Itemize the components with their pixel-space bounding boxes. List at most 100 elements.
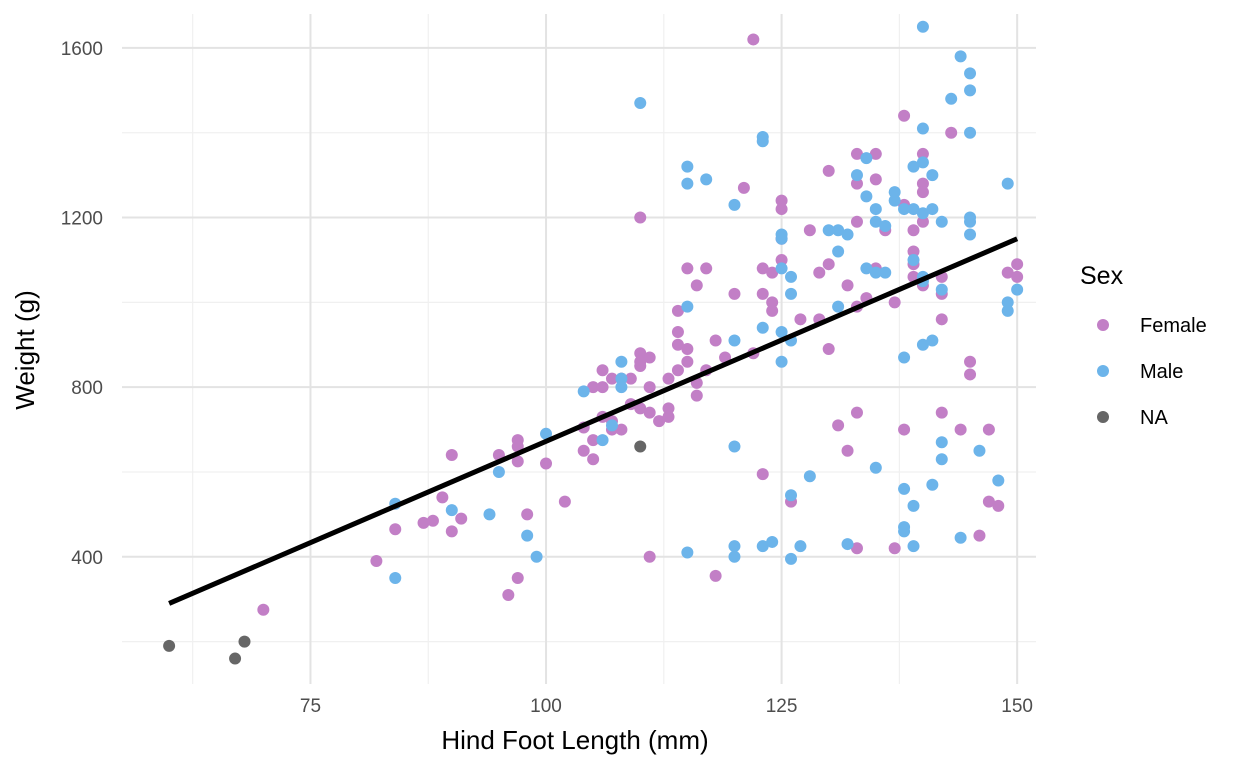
point-female [907,245,920,258]
point-female [832,419,845,432]
legend-swatch-na [1097,411,1109,423]
point-female [690,389,703,402]
point-male [832,300,845,313]
point-female [775,203,788,216]
point-female [992,499,1005,512]
point-female [643,381,656,394]
point-female [775,194,788,207]
point-male [869,203,882,216]
point-male [756,135,769,148]
point-male [775,262,788,275]
point-male [540,427,553,440]
point-female [587,434,600,447]
point-male [907,499,920,512]
point-female [634,347,647,360]
point-female [417,516,430,529]
point-male [389,571,402,584]
data-points [163,20,1024,665]
point-female [916,215,929,228]
point-male [521,529,534,542]
point-female [907,224,920,237]
legend-item-male: Male [1097,361,1183,383]
x-axis-title: Hind Foot Length (mm) [441,725,708,755]
point-male [964,84,977,97]
point-female [803,224,816,237]
y-tick-label: 1600 [61,39,103,60]
point-female [455,512,468,525]
point-female [822,258,835,271]
y-axis-title: Weight (g) [10,290,40,409]
point-female [756,287,769,300]
point-female [540,457,553,470]
point-male [700,173,713,186]
legend-swatch-male [1097,365,1109,377]
point-female [662,372,675,385]
point-female [869,173,882,186]
point-female [671,304,684,317]
point-female [756,468,769,481]
point-male [492,465,505,478]
point-female [973,529,986,542]
point-female [869,147,882,160]
point-female [935,406,948,419]
point-male [775,355,788,368]
point-male [615,355,628,368]
point-male [483,508,496,521]
point-male [605,419,618,432]
point-male [841,228,854,241]
point-male [869,266,882,279]
point-male [907,203,920,216]
point-female [794,313,807,326]
point-female [850,147,863,160]
point-female [502,588,515,601]
legend-swatch-female [1097,319,1109,331]
legend-item-na: NA [1097,407,1168,429]
point-female [700,262,713,275]
legend: Sex Female Male NA [1080,262,1207,429]
point-male [728,198,741,211]
point-male [1001,304,1014,317]
point-male [935,283,948,296]
point-female [850,177,863,190]
point-male [841,538,854,551]
point-male [916,207,929,220]
point-female [728,287,741,300]
point-female [850,542,863,555]
point-male [926,169,939,182]
point-female [813,266,826,279]
point-female [756,262,769,275]
legend-label-na: NA [1140,407,1168,429]
point-female [511,571,524,584]
point-female [945,126,958,139]
point-male [935,453,948,466]
point-female [841,444,854,457]
legend-item-female: Female [1097,315,1207,337]
point-male [803,470,816,483]
point-male [756,321,769,334]
point-female [662,410,675,423]
point-male [1011,283,1024,296]
point-female [596,364,609,377]
point-male [898,203,911,216]
point-female [521,508,534,521]
point-female [445,525,458,538]
point-female [841,279,854,292]
point-male [916,338,929,351]
point-male [926,334,939,347]
point-female [681,262,694,275]
point-male [926,203,939,216]
point-female [850,406,863,419]
point-male [926,478,939,491]
point-male [935,436,948,449]
point-female [436,491,449,504]
point-male [728,550,741,563]
point-female [671,338,684,351]
y-axis-ticks: 400 800 1200 1600 [61,39,103,569]
point-male [860,262,873,275]
point-female [643,351,656,364]
point-male [964,215,977,228]
point-male [879,220,892,233]
point-male [973,444,986,457]
point-male [954,531,967,544]
